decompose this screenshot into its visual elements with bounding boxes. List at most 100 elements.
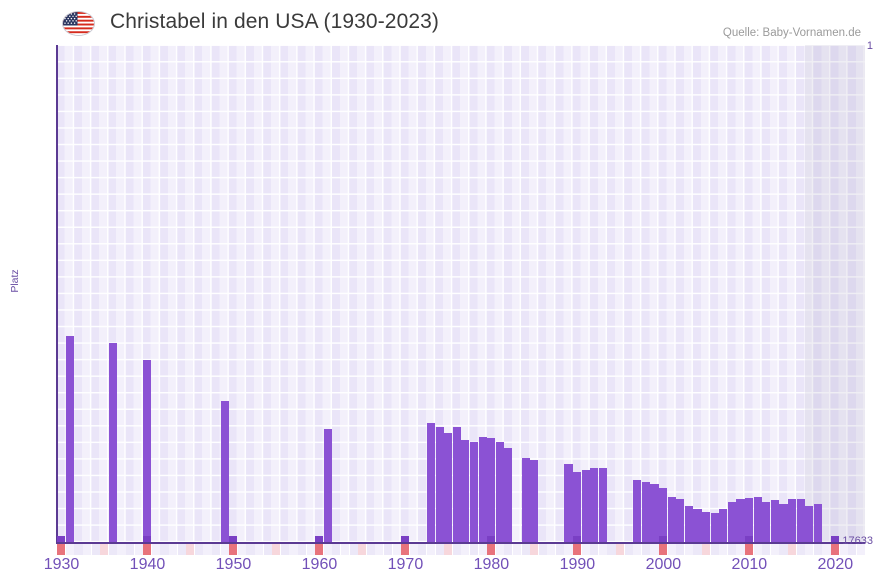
ruler-cell-1955 (272, 544, 281, 555)
bar-1998[interactable] (641, 482, 651, 542)
ruler-cell-1964 (349, 544, 358, 555)
ruler-cell-1951 (237, 544, 246, 555)
bar-1977[interactable] (461, 439, 470, 542)
ruler-cell-2014 (779, 544, 788, 555)
ruler-cell-1978 (469, 544, 479, 555)
bar-1940[interactable] (143, 359, 152, 542)
axis-decade-tick-1980 (487, 536, 496, 542)
ruler-cell-1965 (358, 544, 367, 555)
x-axis-tick-2000: 2000 (645, 556, 682, 573)
ruler-cell-1946 (194, 544, 203, 555)
axis-decade-tick-2010 (745, 536, 754, 542)
bar-1980[interactable] (487, 437, 496, 542)
ruler-cell-1985 (530, 544, 539, 555)
ruler-cell-1958 (297, 544, 307, 555)
ruler-cell-2006 (710, 544, 719, 555)
bar-1981[interactable] (495, 441, 504, 542)
ruler-cell-1954 (263, 544, 272, 555)
bar-1990[interactable] (573, 472, 582, 542)
ruler-cell-1992 (590, 544, 599, 555)
bar-1978[interactable] (469, 441, 479, 542)
ruler-cell-2003 (684, 544, 694, 555)
bar-1979[interactable] (478, 436, 487, 542)
ruler-cell-1956 (280, 544, 289, 555)
bar-1992[interactable] (590, 468, 599, 542)
bar-1976[interactable] (452, 427, 461, 542)
x-axis-tick-1990: 1990 (559, 556, 596, 573)
x-axis-tick-2020: 2020 (817, 556, 854, 573)
ruler-cell-1976 (452, 544, 461, 555)
ruler-cell-1972 (418, 544, 427, 555)
bar-2006[interactable] (710, 512, 719, 542)
ruler-cell-1939 (134, 544, 143, 555)
ruler-cell-1960 (315, 544, 324, 555)
bar-2011[interactable] (753, 497, 762, 542)
bar-2001[interactable] (667, 497, 676, 542)
bar-1949[interactable] (220, 401, 229, 542)
bar-2003[interactable] (684, 505, 694, 542)
ruler-cell-2011 (753, 544, 762, 555)
ruler-cell-1996 (624, 544, 633, 555)
ruler-cell-1950 (229, 544, 238, 555)
bar-2012[interactable] (762, 502, 771, 542)
bar-2018[interactable] (813, 503, 822, 542)
bar-2013[interactable] (770, 500, 779, 542)
bar-1989[interactable] (564, 463, 573, 542)
bar-2017[interactable] (805, 505, 814, 542)
ruler-cell-2009 (736, 544, 745, 555)
bar-1973[interactable] (426, 422, 436, 542)
bar-1985[interactable] (530, 460, 539, 542)
bar-2007[interactable] (719, 508, 728, 542)
ruler-cell-1934 (91, 544, 100, 555)
ruler-cell-1962 (332, 544, 341, 555)
bar-2015[interactable] (788, 499, 797, 542)
plot-area (56, 45, 865, 542)
ruler-cell-1977 (461, 544, 470, 555)
ruler-cell-1931 (65, 544, 74, 555)
ruler-cell-1942 (160, 544, 169, 555)
axis-decade-tick-1930 (57, 536, 66, 542)
ruler-cell-1995 (616, 544, 625, 555)
ruler-cell-2013 (770, 544, 779, 555)
bar-1931[interactable] (65, 335, 74, 542)
bar-1982[interactable] (504, 448, 513, 542)
bar-1997[interactable] (633, 480, 642, 542)
ruler-cell-2008 (727, 544, 737, 555)
x-axis-tick-2010: 2010 (731, 556, 768, 573)
ruler-cell-1994 (607, 544, 616, 555)
bar-2004[interactable] (693, 508, 702, 542)
bar-1961[interactable] (323, 429, 332, 542)
y-axis-title: Platz (9, 269, 21, 293)
ruler-cell-1959 (306, 544, 315, 555)
axis-decade-tick-1940 (143, 536, 152, 542)
ruler-cell-2019 (822, 544, 831, 555)
ruler-cell-1953 (254, 544, 264, 555)
ruler-cell-1974 (435, 544, 444, 555)
ruler-cell-1998 (641, 544, 651, 555)
bar-1975[interactable] (444, 432, 453, 542)
projection-shaded-region (805, 45, 865, 542)
bar-2005[interactable] (702, 512, 711, 542)
x-axis-tick-1980: 1980 (473, 556, 510, 573)
bar-1993[interactable] (598, 468, 608, 542)
bar-2000[interactable] (659, 487, 668, 542)
bar-1936[interactable] (108, 342, 117, 542)
bar-2010[interactable] (745, 498, 754, 542)
ruler-cell-1989 (564, 544, 573, 555)
bar-2002[interactable] (676, 499, 685, 542)
bar-2016[interactable] (796, 499, 805, 542)
ruler-cell-2005 (702, 544, 711, 555)
ruler-cell-1943 (168, 544, 178, 555)
bar-2009[interactable] (736, 499, 745, 542)
bar-2014[interactable] (779, 503, 788, 542)
bar-1991[interactable] (581, 470, 590, 542)
page-title: Christabel in den USA (1930-2023) (110, 10, 439, 33)
x-axis-tick-1970: 1970 (387, 556, 424, 573)
ruler-cell-2007 (719, 544, 728, 555)
bar-2008[interactable] (727, 501, 737, 542)
ruler-cell-1948 (211, 544, 221, 555)
ruler-cell-1933 (82, 544, 92, 555)
bar-1984[interactable] (521, 457, 530, 542)
bar-1974[interactable] (435, 427, 444, 542)
bar-1999[interactable] (650, 484, 659, 542)
